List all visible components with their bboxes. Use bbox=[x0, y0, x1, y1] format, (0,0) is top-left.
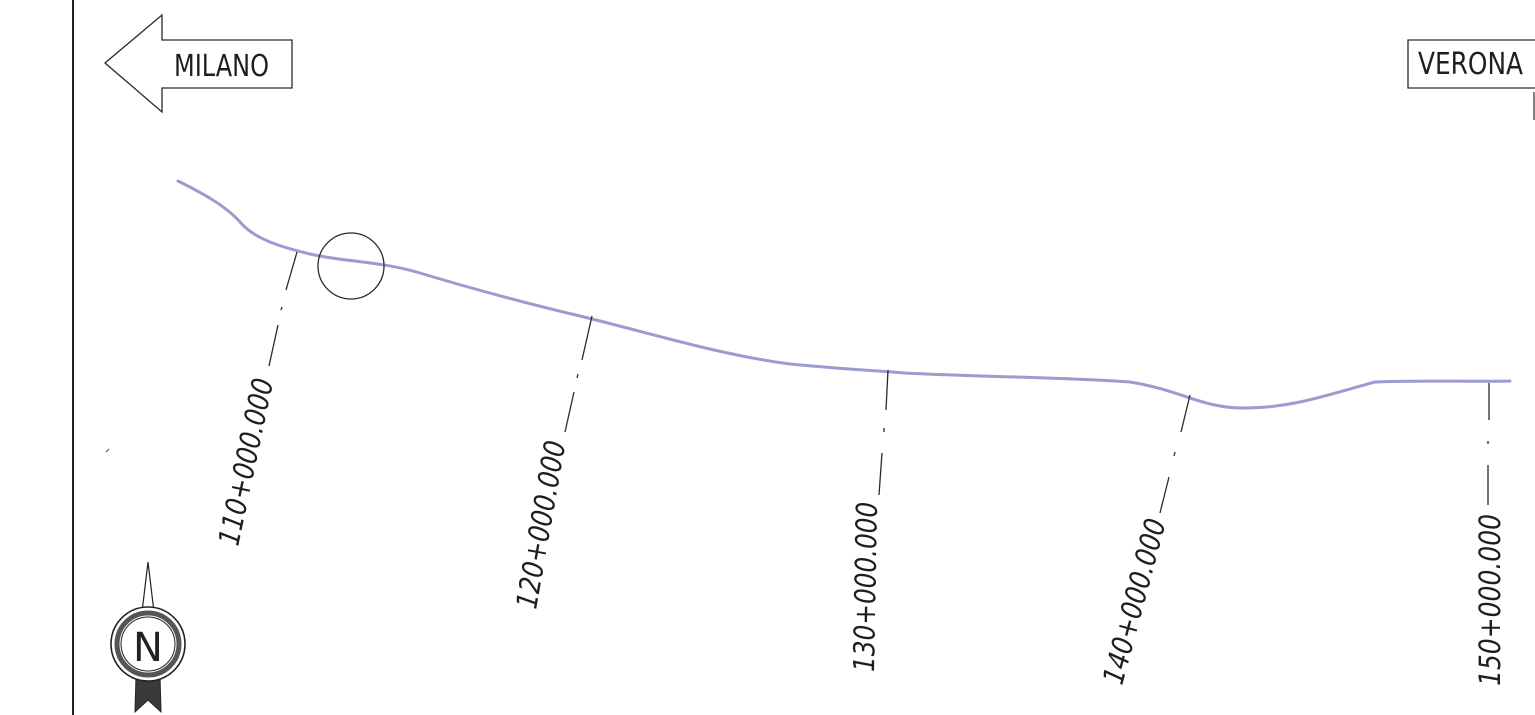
chainage-110: 110+000.000 bbox=[212, 251, 298, 548]
chainage-120: 120+000.000 bbox=[509, 315, 593, 611]
milano-sign: MILANO bbox=[103, 13, 293, 114]
chainage-140: 140+000.000 bbox=[1096, 394, 1191, 688]
chainage-leader bbox=[564, 391, 575, 433]
chainage-tick bbox=[885, 369, 889, 411]
chainage-label: 150+000.000 bbox=[1473, 514, 1507, 686]
north-arrow-label: N bbox=[133, 625, 163, 671]
chainage-tick bbox=[581, 315, 593, 361]
north-arrow-icon: N bbox=[110, 561, 186, 714]
north-arrow-inner-edge bbox=[120, 616, 176, 672]
chainage-leader bbox=[1159, 476, 1170, 514]
chainage-label: 130+000.000 bbox=[847, 502, 884, 673]
stray-mark bbox=[105, 448, 110, 453]
chainage-130: 130+000.000 bbox=[847, 369, 889, 673]
milano-label: MILANO bbox=[174, 49, 269, 84]
north-arrow-outer-ring bbox=[110, 606, 186, 682]
north-arrow-needle bbox=[141, 561, 155, 613]
north-arrow-inner-ring bbox=[114, 610, 182, 678]
chainage-tick bbox=[1180, 394, 1191, 433]
chainage-label: 140+000.000 bbox=[1096, 515, 1173, 688]
chainage-dot bbox=[576, 373, 579, 379]
chainage-tick bbox=[285, 251, 298, 291]
chainage-leader bbox=[268, 324, 279, 367]
chainage-leader bbox=[878, 452, 883, 496]
chainage-dot bbox=[280, 306, 283, 311]
verona-sign-box bbox=[1407, 39, 1535, 89]
chainage-dot bbox=[1173, 451, 1176, 457]
route-line bbox=[176, 179, 1512, 410]
arrow-left-icon bbox=[103, 13, 293, 114]
chainage-150: 150+000.000 bbox=[1473, 383, 1507, 686]
chainage-label: 120+000.000 bbox=[509, 438, 572, 611]
verona-sign: VERONA bbox=[1407, 39, 1535, 120]
chainage-label: 110+000.000 bbox=[212, 375, 281, 548]
verona-label: VERONA bbox=[1418, 47, 1523, 82]
marker-circle bbox=[317, 232, 385, 300]
